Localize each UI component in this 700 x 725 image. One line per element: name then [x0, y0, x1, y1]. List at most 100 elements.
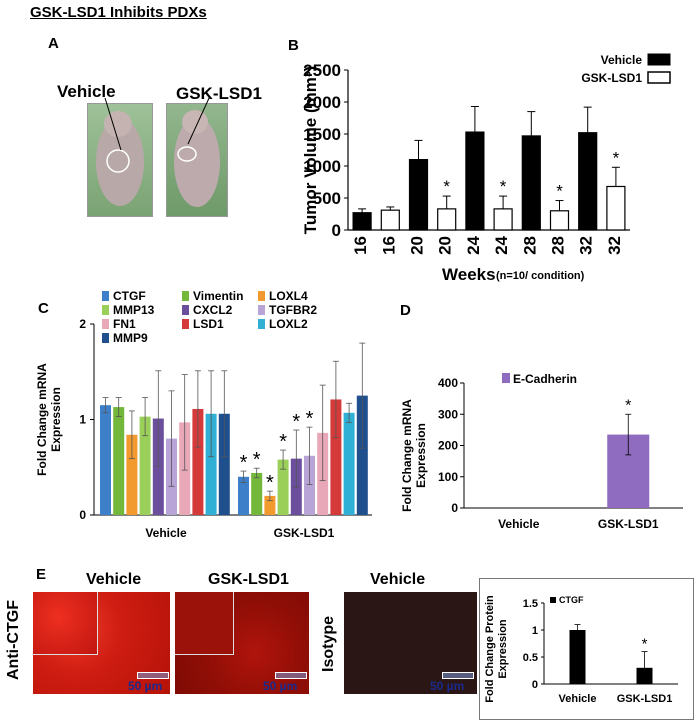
group-label: Vehicle [145, 526, 187, 540]
bar-mmp9 [356, 395, 368, 515]
bar-ctgf [238, 476, 249, 515]
panel-e-letter: E [36, 566, 47, 583]
y-tick-label: 0.5 [523, 652, 538, 664]
legend-gsk-label: GSK-LSD1 [581, 71, 642, 85]
y-tick-label: 1 [79, 413, 86, 427]
x-tick-label: 32 [605, 236, 624, 255]
e-img-label-gsk: GSK-LSD1 [208, 571, 289, 588]
legend-swatch-fn1 [102, 319, 109, 329]
legend-label-vimentin: Vimentin [193, 289, 243, 303]
y-tick-label: 500 [313, 189, 341, 208]
bar-tgfbr2 [304, 455, 315, 515]
e-img-label-isotype-vehicle: Vehicle [370, 571, 426, 588]
y-tick-label: 0 [332, 221, 341, 240]
significance-star: * [625, 397, 631, 414]
y-tick-label: 1.5 [523, 598, 538, 610]
scale-label: 50 µm [128, 679, 163, 693]
legend-vehicle-swatch [647, 53, 671, 66]
y-tick-label: 100 [438, 470, 458, 484]
bar-vehicle [408, 158, 429, 231]
gsk-pointer-line [187, 95, 211, 145]
panel-a-vehicle-label: Vehicle [57, 82, 116, 101]
micrograph-vehicle-inset [33, 592, 98, 655]
panel-d-letter: D [400, 302, 411, 319]
bar-mmp9 [218, 413, 230, 515]
chart-e-frame: 0 0.5 1 1.5 Vehicle * GSK-LSD1 CTGF Fold Change … [479, 578, 694, 720]
e-row-label-anti-ctgf: Anti-CTGF [5, 600, 22, 680]
gsk-mouse-shape [174, 110, 220, 207]
scale-bar [442, 672, 474, 679]
legend-swatch-loxl2 [258, 319, 265, 329]
legend-swatch-vimentin [182, 291, 189, 301]
y-tick-label: 0 [532, 679, 538, 691]
y-axis-label-line2: Expression [49, 387, 63, 452]
x-tick-label: 16 [379, 236, 398, 255]
legend-label-fn1: FN1 [113, 317, 136, 331]
y-tick-label: 2000 [303, 93, 341, 112]
significance-star: * [500, 177, 507, 196]
significance-star: * [292, 411, 300, 433]
micrograph-isotype: 50 µm [344, 592, 477, 694]
x-tick-label: 32 [577, 236, 596, 255]
bar-mmp13 [277, 459, 289, 515]
x-tick-label: Vehicle [498, 517, 540, 531]
y-axis-label-line2: Expression [414, 423, 428, 488]
legend-label-loxl4: LOXL4 [269, 289, 308, 303]
legend-label-tgfbr2: TGFBR2 [269, 303, 317, 317]
x-tick-label: Vehicle [559, 693, 597, 705]
bar-cxcl2 [152, 418, 164, 515]
bar-vehicle [521, 135, 541, 231]
bar-ctgf [569, 630, 586, 684]
legend-label-mmp9: MMP9 [113, 331, 148, 345]
panel-b-letter: B [288, 37, 299, 54]
legend-vehicle-label: Vehicle [601, 53, 643, 67]
scale-label: 50 µm [430, 679, 465, 693]
legend-swatch-lsd1 [182, 319, 189, 329]
significance-star: * [240, 452, 248, 474]
y-tick-label: 1 [532, 625, 538, 637]
y-tick-label: 0 [79, 508, 86, 522]
legend-label-loxl2: LOXL2 [269, 317, 308, 331]
bar-loxl2 [205, 413, 217, 515]
chart-d: 0 100 200 300 400 Vehicle * GSK-LSD1 E-Cadherin F… [400, 372, 683, 531]
bar-lsd1 [330, 399, 342, 515]
y-tick-label: 0 [451, 501, 458, 515]
bar-vimentin [113, 407, 125, 515]
legend-swatch-mmp13 [102, 305, 109, 315]
bar-gsk [437, 208, 457, 231]
bar-mmp13 [139, 416, 151, 515]
micrograph-gsk: 50 µm [175, 592, 309, 694]
vehicle-mouse-photo [87, 103, 153, 217]
significance-star: * [279, 431, 287, 453]
significance-star: * [556, 182, 563, 201]
x-tick-label: 28 [520, 236, 539, 255]
legend-swatch-ctgf [550, 597, 556, 603]
x-tick-label: GSK-LSD1 [598, 517, 659, 531]
x-tick-label: 20 [436, 236, 455, 255]
y-axis-label: Tumor Volume (mm³) [301, 66, 320, 234]
x-axis-label: Weeks [442, 265, 496, 284]
bar-gsk [380, 209, 400, 231]
y-axis-label-line1: Fold Change mRNA [35, 363, 49, 476]
y-tick-label: 2 [79, 317, 86, 331]
significance-star: * [642, 636, 648, 653]
e-row-label-isotype: Isotype [320, 615, 337, 672]
significance-star: * [443, 177, 450, 196]
scale-bar [275, 672, 307, 679]
bar-vehicle [352, 212, 372, 231]
y-tick-label: 1500 [303, 125, 341, 144]
group-label: GSK-LSD1 [274, 526, 335, 540]
y-tick-label: 2500 [303, 61, 341, 80]
legend-swatch-tgfbr2 [258, 305, 265, 315]
micrograph-vehicle: 50 µm [33, 592, 170, 694]
legend-swatch-cxcl2 [182, 305, 189, 315]
scale-label: 50 µm [263, 679, 298, 693]
legend-swatch-loxl4 [258, 291, 265, 301]
chart-c: CTGF Vimentin LOXL4 MMP13 CXCL2 TGFBR2 FN1 LSD1… [35, 289, 372, 540]
bar-vimentin [251, 472, 263, 515]
bar-ctgf [100, 405, 111, 515]
y-tick-label: 400 [438, 376, 458, 390]
bar-loxl2 [343, 412, 355, 515]
x-tick-label: 24 [464, 235, 483, 254]
legend-label-ctgf: CTGF [113, 289, 146, 303]
